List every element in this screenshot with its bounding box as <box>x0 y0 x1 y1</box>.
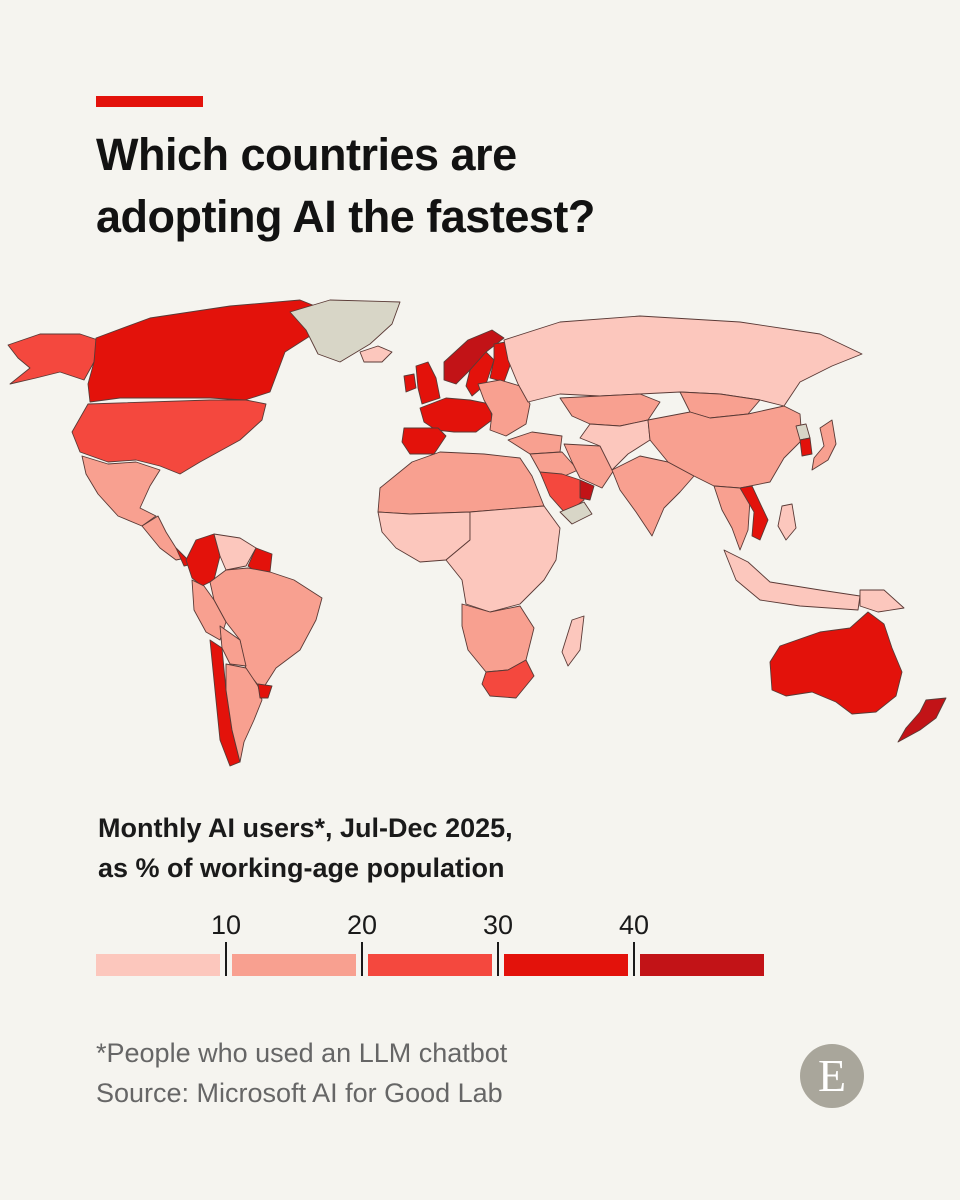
region <box>777 503 797 541</box>
region <box>611 455 695 537</box>
chart-title: Which countries are adopting AI the fast… <box>96 124 856 248</box>
region <box>559 501 593 525</box>
legend-swatch <box>232 954 356 976</box>
region <box>257 683 273 699</box>
footnote-block: *People who used an LLM chatbot Source: … <box>96 1033 507 1113</box>
region <box>445 505 561 613</box>
color-legend: 10 20 30 40 <box>96 910 764 976</box>
region <box>219 625 247 667</box>
region <box>359 345 393 363</box>
region <box>419 397 493 433</box>
title-line-2: adopting AI the fastest? <box>96 191 595 242</box>
region <box>481 659 535 699</box>
region <box>7 333 99 385</box>
region <box>213 533 257 571</box>
region <box>739 485 769 541</box>
region <box>897 697 947 743</box>
region <box>539 471 585 515</box>
region <box>185 533 221 587</box>
region <box>477 379 531 437</box>
region <box>769 611 903 715</box>
region <box>415 361 441 405</box>
region <box>377 451 545 515</box>
legend-tick-label: 30 <box>483 910 513 940</box>
region <box>859 589 905 613</box>
legend-title: Monthly AI users*, Jul-Dec 2025, as % of… <box>98 808 513 888</box>
legend-tick-label: 20 <box>347 910 377 940</box>
region <box>647 405 803 489</box>
region <box>87 299 331 403</box>
title-line-1: Which countries are <box>96 129 517 180</box>
legend-swatch <box>504 954 628 976</box>
region <box>799 437 813 457</box>
region <box>225 663 263 763</box>
legend-tick-label: 40 <box>619 910 649 940</box>
region <box>81 455 161 527</box>
region <box>401 427 447 455</box>
accent-bar <box>96 96 203 107</box>
region <box>811 419 837 471</box>
region <box>529 451 579 479</box>
region <box>579 419 651 471</box>
region <box>507 431 563 455</box>
footnote-text: *People who used an LLM chatbot <box>96 1038 508 1068</box>
legend-swatch <box>96 954 220 976</box>
region <box>289 299 401 363</box>
region <box>71 399 267 475</box>
legend-swatch <box>368 954 492 976</box>
legend-tick-label: 10 <box>211 910 241 940</box>
region <box>403 373 417 393</box>
legend-title-line-2: as % of working-age population <box>98 853 505 883</box>
region <box>723 549 861 611</box>
legend-swatch <box>640 954 764 976</box>
region <box>561 615 585 667</box>
legend-title-line-1: Monthly AI users*, Jul-Dec 2025, <box>98 813 513 843</box>
economist-logo-badge: E <box>800 1044 864 1108</box>
source-text: Source: Microsoft AI for Good Lab <box>96 1078 503 1108</box>
region <box>579 479 595 501</box>
world-map <box>7 299 947 767</box>
